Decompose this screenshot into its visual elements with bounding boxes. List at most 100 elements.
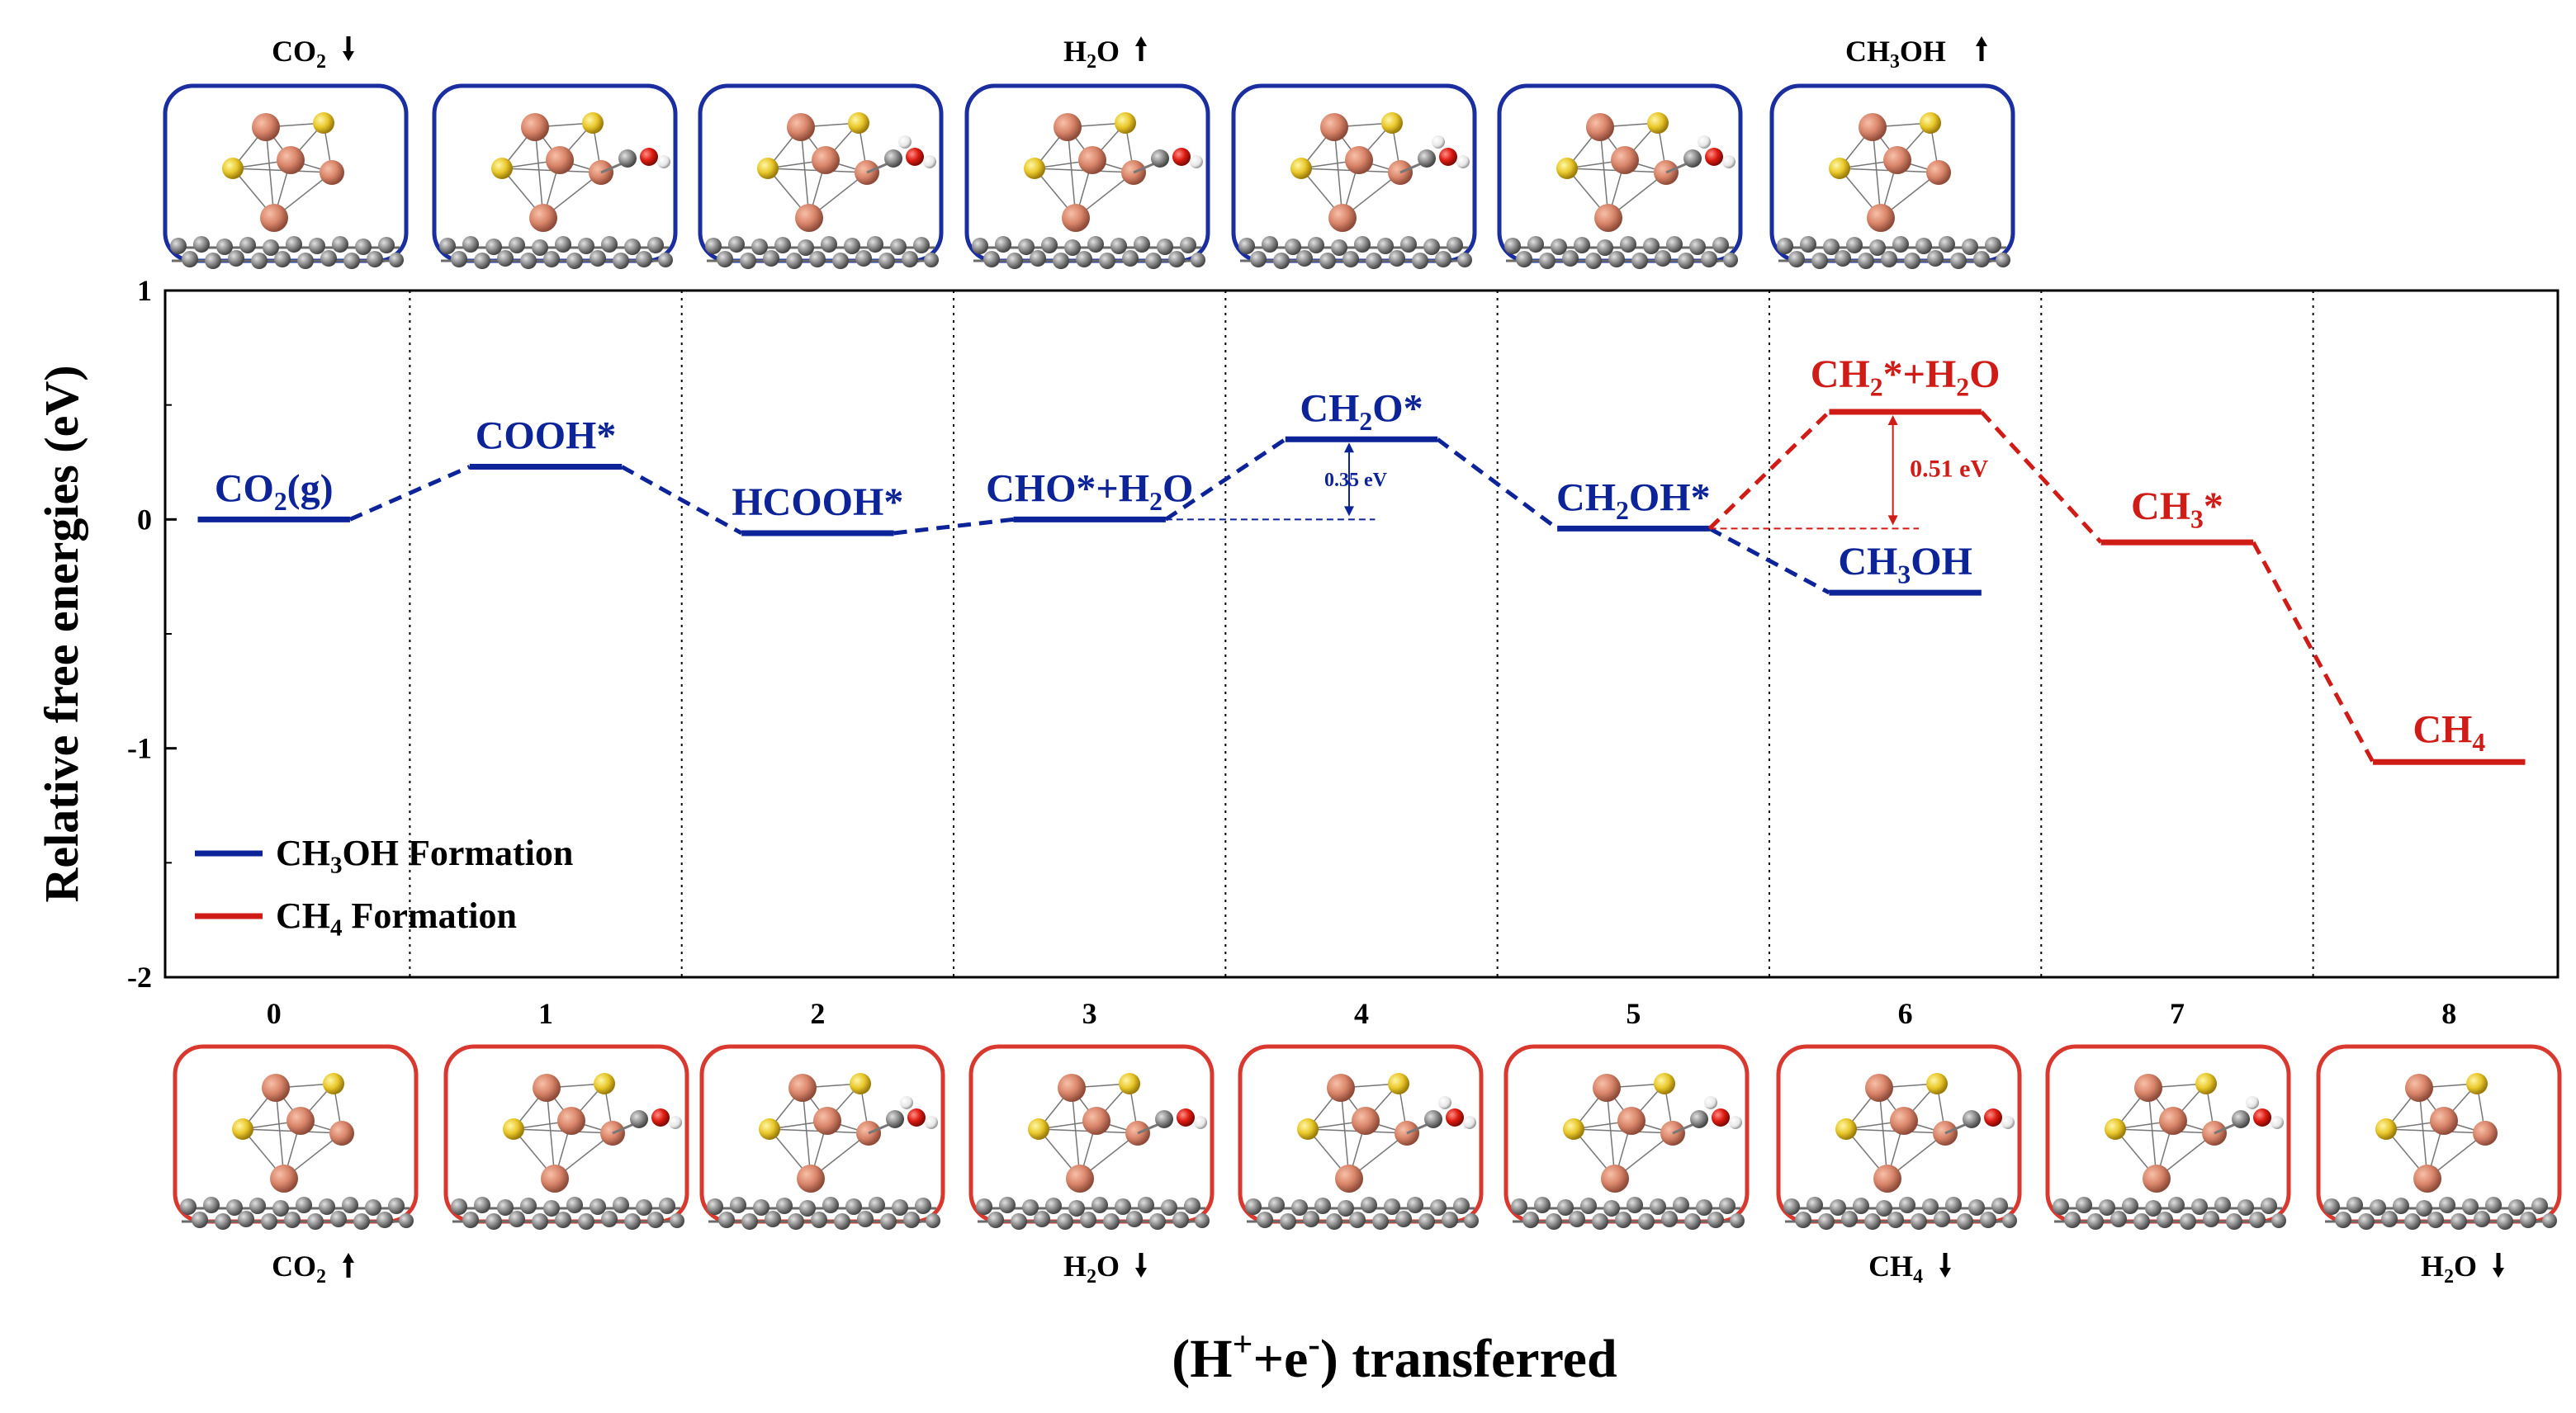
adsorbate-oxygen xyxy=(1172,148,1191,166)
adsorbate-oxygen xyxy=(907,1108,926,1127)
adsorbate-hydrogen xyxy=(1438,1096,1451,1109)
ch3oh-level-label: CO2(g) xyxy=(215,466,334,516)
structure-frame xyxy=(699,1044,945,1224)
structure-atoms xyxy=(1509,1072,1746,1231)
adsorbate-carbon xyxy=(630,1110,648,1128)
structure-atoms xyxy=(438,111,675,271)
top-structure-panel xyxy=(698,83,944,271)
adsorbate-hydrogen xyxy=(657,155,670,168)
top-species-arrow xyxy=(1135,36,1147,61)
bottom-structure-panel xyxy=(1503,1044,1750,1231)
adsorbate-hydrogen xyxy=(898,135,912,149)
ch3oh-connector xyxy=(348,465,471,522)
adsorbate-hydrogen xyxy=(925,1116,938,1129)
structure-frame xyxy=(964,83,1210,263)
adsorbate-hydrogen xyxy=(2271,1116,2284,1129)
structure-atoms xyxy=(974,1072,1211,1231)
adsorbate-hydrogen xyxy=(1432,135,1445,149)
adsorbate-oxygen xyxy=(1439,148,1457,166)
adsorbate-hydrogen xyxy=(1463,1116,1476,1129)
adsorbate-oxygen xyxy=(1984,1108,2002,1127)
structure-frame xyxy=(443,1044,689,1224)
structure-atoms xyxy=(703,111,940,271)
top-species-label: CH3OH xyxy=(1845,35,1946,73)
ch3oh-connector xyxy=(621,465,743,536)
adsorbate-hydrogen xyxy=(1729,1116,1742,1129)
bottom-structure-panel xyxy=(1238,1044,1484,1231)
plot-frame xyxy=(163,289,2559,979)
bottom-species-arrow xyxy=(1939,1253,1951,1278)
adsorbate-oxygen xyxy=(651,1108,670,1127)
ch3oh-arrowhead-up xyxy=(1344,442,1354,453)
ch4-arrowhead-down xyxy=(1887,515,1898,526)
x-tick-label: 8 xyxy=(2441,997,2456,1030)
structure-frame xyxy=(432,83,678,263)
adsorbate-carbon xyxy=(2232,1110,2250,1128)
structure-atoms xyxy=(1243,1072,1480,1231)
ch4-level-label: CH4 xyxy=(2413,707,2485,757)
ch3oh-level-label: CH2O* xyxy=(1300,386,1423,436)
ch3oh-level-label: HCOOH* xyxy=(732,480,903,524)
ch3oh-level-label: CH2OH* xyxy=(1556,475,1711,525)
structure-frame xyxy=(1776,1044,2022,1224)
adsorbate-oxygen xyxy=(1705,148,1723,166)
adsorbate-carbon xyxy=(1151,149,1169,168)
bottom-structure-panel xyxy=(2316,1044,2562,1231)
ch4-level-label: CH2*+H2O xyxy=(1811,352,2001,402)
x-tick-label: 3 xyxy=(1082,997,1097,1030)
ch4-barrier-label: 0.51 eV xyxy=(1910,456,1988,483)
adsorbate-carbon xyxy=(1155,1110,1173,1128)
top-structure-panel xyxy=(1497,83,1743,271)
bottom-species-arrow xyxy=(343,1253,354,1278)
adsorbate-oxygen xyxy=(906,148,924,166)
x-tick-label: 2 xyxy=(810,997,825,1030)
adsorbate-hydrogen xyxy=(1194,1116,1207,1129)
ch3oh-level-label: CHO*+H2O xyxy=(986,466,1193,516)
adsorbate-oxygen xyxy=(640,148,658,166)
x-axis-title: (H++e-) transferred xyxy=(1172,1325,1617,1389)
bottom-species-label: H2O xyxy=(2421,1250,2477,1288)
adsorbate-carbon xyxy=(1424,1110,1442,1128)
top-structure-panel xyxy=(163,83,409,271)
bottom-species-label: CH4 xyxy=(1868,1250,1923,1288)
top-structure-panel xyxy=(1231,83,1477,271)
adsorbate-oxygen xyxy=(1712,1108,1730,1127)
top-species-arrow xyxy=(1976,36,1987,61)
adsorbate-carbon xyxy=(1690,1110,1708,1128)
top-species-label: H2O xyxy=(1063,35,1120,73)
adsorbate-hydrogen xyxy=(1704,1096,1717,1109)
adsorbate-hydrogen xyxy=(1456,155,1470,168)
y-tick-label: -1 xyxy=(127,732,152,765)
adsorbate-hydrogen xyxy=(900,1096,913,1109)
legend-label-ch4: CH4 Formation xyxy=(276,896,517,942)
y-tick-label: 0 xyxy=(137,503,152,536)
y-axis-title: Relative free energies (eV) xyxy=(35,365,88,902)
adsorbate-carbon xyxy=(1683,149,1702,168)
y-tick-label: -2 xyxy=(127,961,152,994)
x-tick-label: 5 xyxy=(1626,997,1641,1030)
structure-frame xyxy=(173,1044,419,1224)
x-tick-label: 4 xyxy=(1354,997,1369,1030)
structure-atoms xyxy=(970,111,1207,271)
bottom-structure-panel xyxy=(2045,1044,2291,1231)
adsorbate-oxygen xyxy=(2253,1108,2271,1127)
legend-label-ch3oh: CH3OH Formation xyxy=(276,833,573,879)
structure-frame xyxy=(1497,83,1743,263)
x-tick-label: 7 xyxy=(2170,997,2185,1030)
adsorbate-carbon xyxy=(1963,1110,1981,1128)
structure-atoms xyxy=(705,1072,942,1231)
adsorbate-hydrogen xyxy=(2246,1096,2259,1109)
structure-frame xyxy=(2045,1044,2291,1224)
bottom-species-arrow xyxy=(1135,1253,1147,1278)
adsorbate-hydrogen xyxy=(1190,155,1203,168)
y-tick-label: 1 xyxy=(137,274,152,307)
bottom-species-label: H2O xyxy=(1063,1250,1120,1288)
top-structure-panel xyxy=(964,83,1210,271)
structure-atoms xyxy=(1782,1072,2019,1231)
adsorbate-hydrogen xyxy=(1698,135,1711,149)
top-structure-panel xyxy=(1769,83,2015,271)
structure-frame xyxy=(1231,83,1477,263)
ch4-connector xyxy=(1980,410,2103,544)
ch4-connector xyxy=(1707,410,1831,531)
